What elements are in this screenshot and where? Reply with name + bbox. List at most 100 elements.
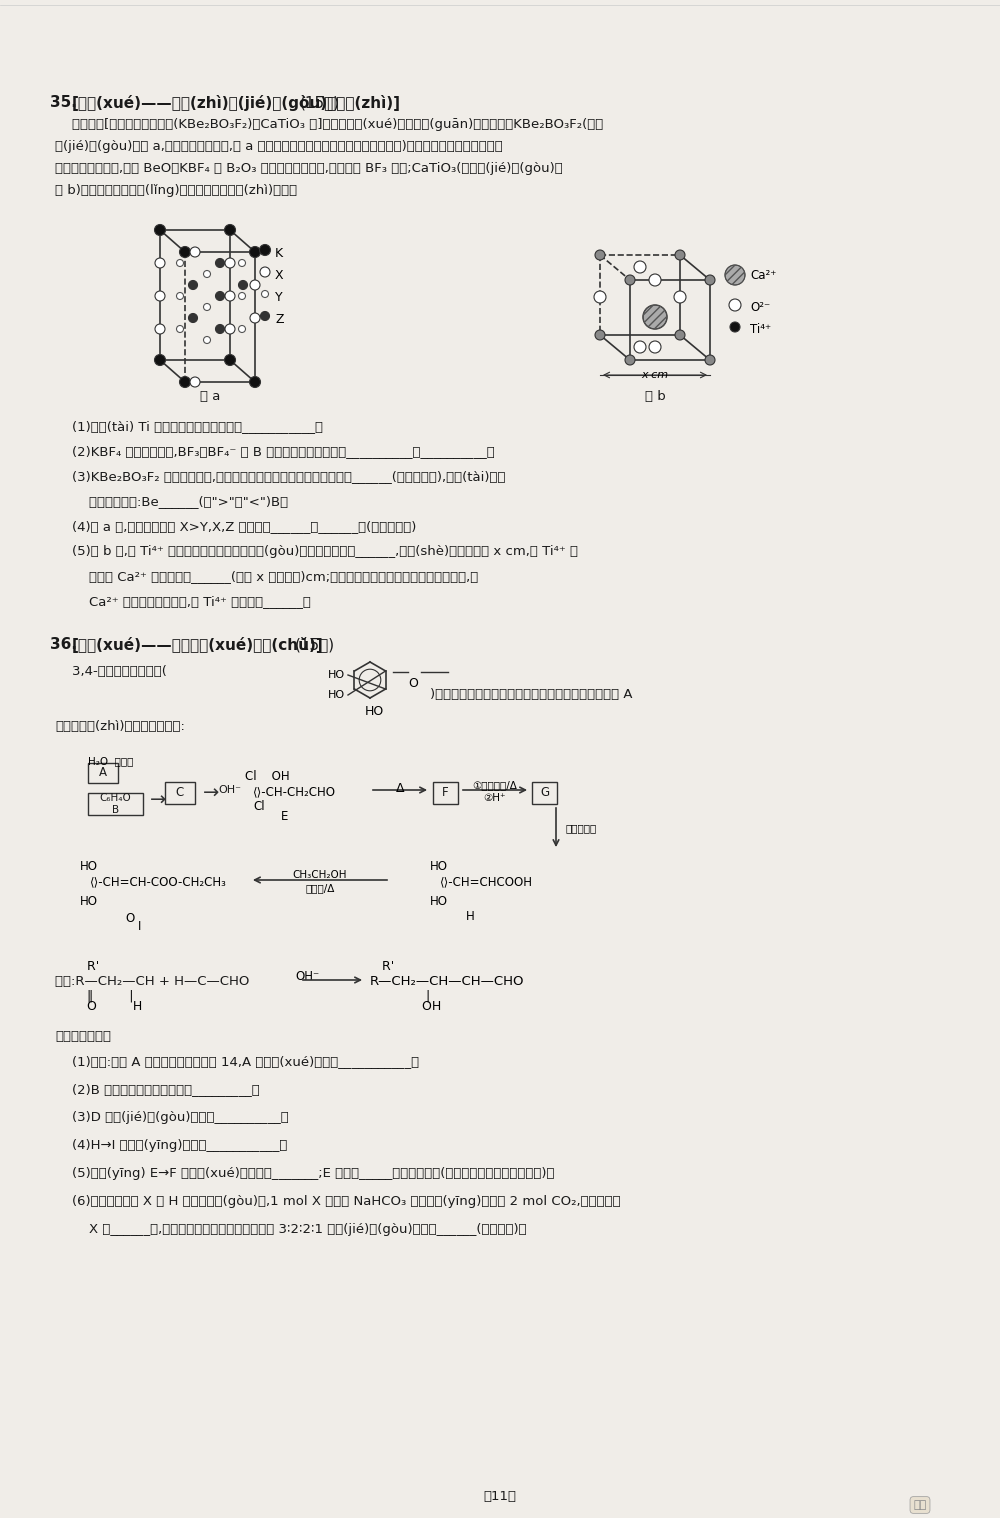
Circle shape (176, 325, 184, 332)
Circle shape (204, 304, 210, 311)
Text: ‖         |: ‖ | (55, 990, 134, 1003)
Circle shape (204, 337, 210, 343)
Text: 光電材料[氟代硼鈹酸鉀晶體(KBe₂BO₃F₂)、CaTiO₃ 等]是目前科學(xué)家特別關(guān)注的材料。KBe₂BO₃F₂(晶胞: 光電材料[氟代硼鈹酸鉀晶體(KBe₂BO₃F₂)、CaTiO₃ 等]是目前科學(… (55, 118, 603, 131)
Text: →: → (150, 791, 166, 809)
Text: (15分): (15分) (295, 638, 335, 653)
Circle shape (634, 342, 646, 354)
Circle shape (239, 293, 246, 299)
Text: (1)基態(tài) Ti 原子的核外電子排布式為___________。: (1)基態(tài) Ti 原子的核外電子排布式為___________。 (55, 420, 323, 433)
Text: )具有抗炎作用和治療自身免疫性疾病的潛力。由氣體 A: )具有抗炎作用和治療自身免疫性疾病的潛力。由氣體 A (430, 688, 633, 701)
Text: x cm: x cm (641, 370, 669, 380)
Text: 3,4-二羥基肉桂酸乙酯(: 3,4-二羥基肉桂酸乙酯( (55, 665, 167, 679)
Text: G: G (540, 786, 549, 800)
Circle shape (674, 291, 686, 304)
Text: OH: OH (370, 1000, 441, 1013)
Text: 已知:R—CH₂—CH + H—C—CHO: 已知:R—CH₂—CH + H—C—CHO (55, 975, 249, 988)
Text: OH⁻: OH⁻ (218, 785, 241, 795)
Bar (165, 782, 195, 805)
Text: Ca²⁺: Ca²⁺ (750, 269, 776, 282)
Text: HO: HO (80, 861, 98, 873)
Text: 最近的 Ca²⁺ 間的距離為______(填含 x 的表達式)cm;表示該晶體的晶胞還可以有另一種畫法,將: 最近的 Ca²⁺ 間的距離為______(填含 x 的表達式)cm;表示該晶體的… (55, 569, 478, 583)
Text: C: C (176, 786, 184, 800)
Text: R—CH₂—CH—CH—CHO: R—CH₂—CH—CH—CHO (370, 975, 524, 988)
Text: ⟨⟩-CH-CH₂CHO: ⟨⟩-CH-CH₂CHO (253, 785, 336, 798)
Text: F: F (442, 786, 449, 800)
Text: CH₃CH₂OH: CH₃CH₂OH (293, 870, 347, 880)
Circle shape (176, 260, 184, 267)
Circle shape (260, 311, 270, 320)
Text: 鏈接: 鏈接 (913, 1500, 927, 1510)
Text: Cl: Cl (253, 800, 265, 814)
Text: (4)圖 a 中,已知原子半徑 X>Y,X,Z 分別表示______、______。(填元素符號): (4)圖 a 中,已知原子半徑 X>Y,X,Z 分別表示______、_____… (55, 521, 416, 533)
Text: 結(jié)構(gòu)如圖 a,其中氧原子已省略,圖 a 中的原子分別位于晶胞的頂點、棱及面上)是一種可制造出深紫外固體: 結(jié)構(gòu)如圖 a,其中氧原子已省略,圖 a 中的原子分別位于晶胞… (55, 140, 503, 153)
Text: Cl    OH: Cl OH (245, 770, 290, 783)
Text: I: I (138, 920, 142, 934)
Text: ⟨⟩-CH=CH-COO-CH₂CH₃: ⟨⟩-CH=CH-COO-CH₂CH₃ (90, 874, 227, 888)
Text: (5)圖 b 中,與 Ti⁴⁺ 最近且距離相等的氧離子構(gòu)成的幾何圖形為______,若設(shè)晶胞邊長為 x cm,則 Ti⁴⁺ 與: (5)圖 b 中,與 Ti⁴⁺ 最近且距離相等的氧離子構(gòu)成的幾何圖形為… (55, 545, 578, 559)
Circle shape (675, 250, 685, 260)
Text: Δ: Δ (396, 782, 404, 795)
Circle shape (262, 290, 268, 298)
Circle shape (216, 325, 224, 334)
Circle shape (675, 329, 685, 340)
Circle shape (190, 376, 200, 387)
Text: |: | (370, 990, 430, 1003)
Circle shape (595, 329, 605, 340)
Circle shape (649, 275, 661, 285)
Text: R': R' (370, 959, 394, 973)
Circle shape (225, 258, 235, 269)
Circle shape (225, 323, 235, 334)
Text: O: O (408, 677, 418, 691)
Text: (3)KBe₂BO₃F₂ 的組成元素中,非金屬元素的電負性由強到弱的順序為______(填元素符號),基態(tài)原子: (3)KBe₂BO₃F₂ 的組成元素中,非金屬元素的電負性由強到弱的順序為___… (55, 471, 506, 483)
Bar (88, 764, 118, 783)
Text: A: A (99, 767, 107, 780)
Circle shape (155, 323, 165, 334)
Text: 的第一電離能:Be______(填">"或"<")B。: 的第一電離能:Be______(填">"或"<")B。 (55, 495, 288, 509)
Text: 回答下列問題：: 回答下列問題： (55, 1031, 111, 1043)
Circle shape (188, 314, 198, 322)
Text: ⟨⟩-CH=CHCOOH: ⟨⟩-CH=CHCOOH (440, 874, 533, 888)
Circle shape (155, 258, 165, 269)
Bar (433, 782, 458, 805)
Text: (4)H→I 的反應(yīng)類型是___________。: (4)H→I 的反應(yīng)類型是___________。 (55, 1138, 287, 1152)
Circle shape (250, 376, 260, 387)
Circle shape (225, 291, 235, 301)
Circle shape (216, 291, 224, 301)
Circle shape (643, 305, 667, 329)
Circle shape (729, 299, 741, 311)
Bar (88, 792, 143, 815)
Circle shape (154, 225, 166, 235)
Text: 制備該物質(zhì)的合成路線如下:: 制備該物質(zhì)的合成路線如下: (55, 720, 185, 733)
Text: HO: HO (328, 691, 345, 700)
Text: OH⁻: OH⁻ (295, 970, 319, 984)
Circle shape (155, 291, 165, 301)
Bar (532, 782, 557, 805)
Text: H: H (466, 909, 474, 923)
Text: 第11頁: 第11頁 (484, 1491, 516, 1503)
Text: HO: HO (80, 896, 98, 908)
Text: 圖 a: 圖 a (200, 390, 220, 402)
Circle shape (705, 355, 715, 364)
Text: [化學(xué)——物質(zhì)結(jié)構(gòu)與性質(zhì)]: [化學(xué)——物質(zhì)結(jié)構(gòu)與性質(zhì)] (72, 96, 401, 111)
Text: HO: HO (430, 861, 448, 873)
Circle shape (594, 291, 606, 304)
Text: K: K (275, 247, 283, 260)
Circle shape (250, 279, 260, 290)
Text: 一定條件下: 一定條件下 (565, 823, 596, 833)
Circle shape (595, 250, 605, 260)
Text: 圖 b: 圖 b (645, 390, 665, 402)
Text: (15分): (15分) (300, 96, 340, 109)
Text: E: E (281, 811, 289, 823)
Circle shape (625, 355, 635, 364)
Text: O: O (125, 912, 135, 924)
Circle shape (224, 355, 236, 366)
Circle shape (224, 225, 236, 235)
Text: Z: Z (275, 313, 284, 326)
Circle shape (649, 342, 661, 354)
Text: (2)B 中含有的官能團的名稱為_________。: (2)B 中含有的官能團的名稱為_________。 (55, 1082, 260, 1096)
Circle shape (204, 270, 210, 278)
Text: X 有______種,其中核磁共振氫譜的峰面積比為 3∶2∶2∶1 的結(jié)構(gòu)簡式為______(寫出一種)。: X 有______種,其中核磁共振氫譜的峰面積比為 3∶2∶2∶1 的結(jié… (55, 1224, 527, 1236)
Text: (5)反應(yīng) E→F 的化學(xué)方程式為_______;E 中含有_____個手性碳原子(連有四個不同基團的碳原子)。: (5)反應(yīng) E→F 的化學(xué)方程式為_______;E 中含… (55, 1167, 554, 1179)
Text: HO: HO (328, 669, 345, 680)
Text: ②H⁺: ②H⁺ (484, 792, 506, 803)
